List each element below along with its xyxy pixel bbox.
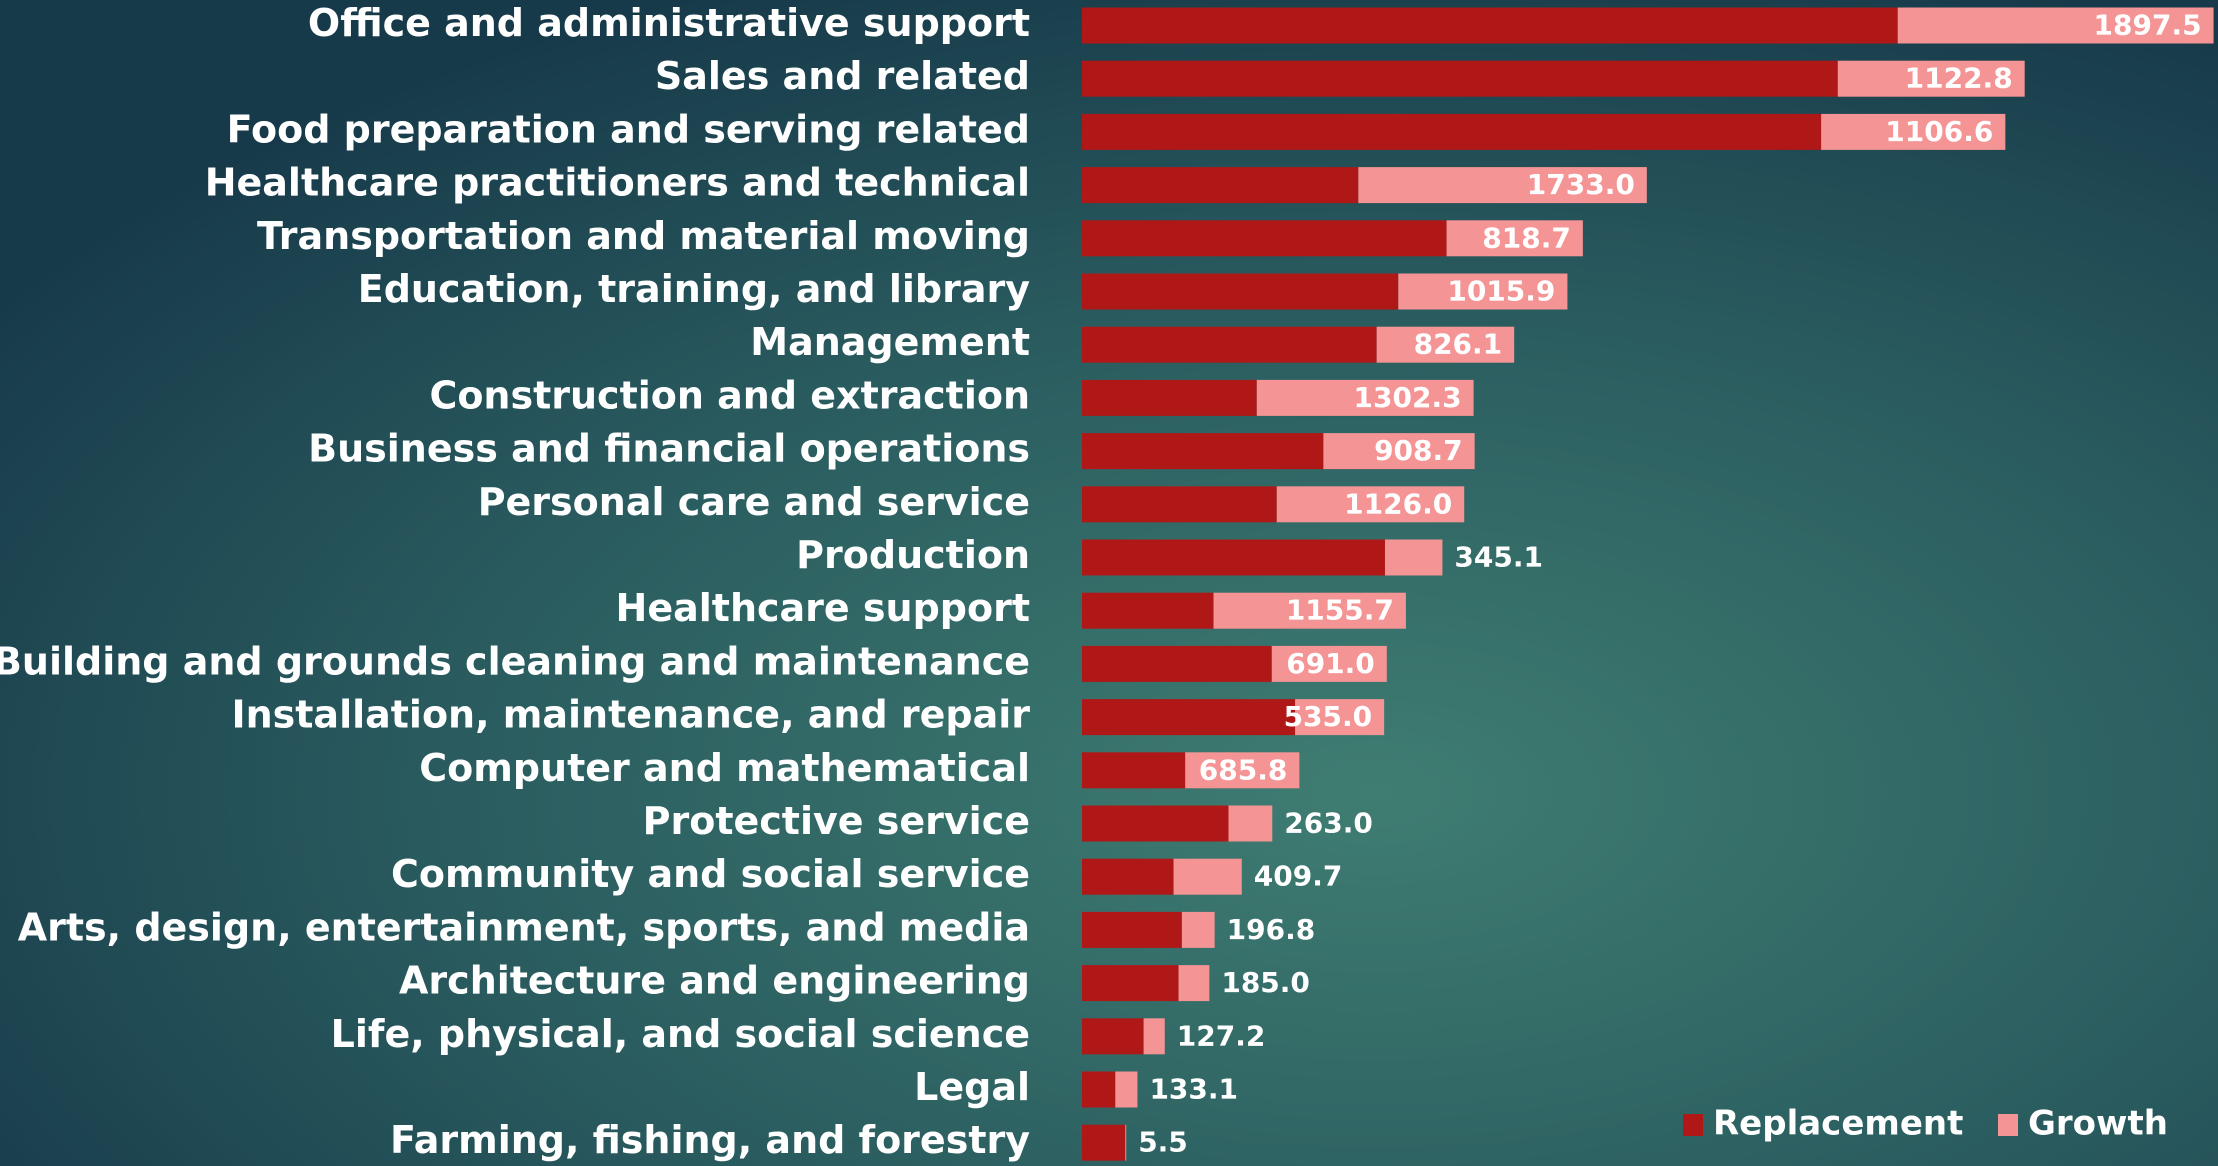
category-label: Transportation and material moving <box>257 214 1030 258</box>
bar-segment <box>1082 60 1838 97</box>
bar-segment <box>1082 1071 1116 1108</box>
bar-segment <box>1821 113 2006 150</box>
bar-segment <box>1082 220 1447 257</box>
bar-segment <box>1384 539 1443 576</box>
bar-segment <box>1082 645 1272 682</box>
bar-segment <box>1897 7 2214 44</box>
category-label: Education, training, and library <box>358 267 1030 311</box>
value-label: 185.0 <box>1221 966 1310 999</box>
category-label: Food preparation and serving related <box>227 107 1030 151</box>
legend-swatch <box>1998 1114 2018 1136</box>
bar-segment <box>1837 60 2025 97</box>
bar-segment <box>1323 433 1475 470</box>
value-label: 1155.7 <box>1286 594 1394 627</box>
bar-segment <box>1082 752 1186 789</box>
bar-segment <box>1082 379 1257 416</box>
category-label: Business and financial operations <box>308 427 1030 471</box>
legend-label: Growth <box>2028 1104 2168 1144</box>
category-label: Protective service <box>643 799 1030 843</box>
value-label: 196.8 <box>1227 913 1316 946</box>
category-label: Sales and related <box>655 54 1030 98</box>
value-label: 908.7 <box>1374 434 1463 467</box>
category-label: Computer and mathematical <box>419 746 1030 790</box>
bar-segment <box>1082 539 1385 576</box>
bar-segment <box>1082 326 1377 363</box>
bar-segment <box>1082 433 1324 470</box>
value-label: 1733.0 <box>1527 168 1635 201</box>
legend-label: Replacement <box>1713 1104 1963 1144</box>
bar-segment <box>1082 486 1277 523</box>
bar-segment <box>1125 1124 1127 1161</box>
bar-segment <box>1082 858 1174 895</box>
category-label: Construction and extraction <box>429 373 1030 417</box>
bar-segment <box>1115 1071 1138 1108</box>
bar-segment <box>1082 273 1399 310</box>
legend-swatch <box>1683 1114 1703 1136</box>
bar-segment <box>1082 805 1229 842</box>
value-label: 1122.8 <box>1905 62 2013 95</box>
bar-segment <box>1295 699 1385 736</box>
value-label: 345.1 <box>1454 541 1543 574</box>
category-label: Healthcare practitioners and technical <box>205 161 1030 205</box>
bar-segment <box>1082 7 1898 44</box>
category-label: Personal care and service <box>478 480 1030 524</box>
bar-segment <box>1178 965 1210 1002</box>
value-label: 133.1 <box>1149 1073 1238 1106</box>
bar-segment <box>1358 167 1647 204</box>
bar-segment <box>1271 645 1387 682</box>
value-label: 127.2 <box>1177 1019 1266 1052</box>
bar-segment <box>1398 273 1568 310</box>
category-label: Legal <box>914 1065 1030 1109</box>
value-label: 1106.6 <box>1885 115 1993 148</box>
category-label: Life, physical, and social science <box>331 1012 1030 1056</box>
value-label: 826.1 <box>1414 328 1503 361</box>
value-label: 1126.0 <box>1344 487 1452 520</box>
category-label: Production <box>796 533 1030 577</box>
bar-segment <box>1082 911 1182 948</box>
value-label: 5.5 <box>1138 1126 1188 1159</box>
value-label: 685.8 <box>1199 753 1288 786</box>
bar-segment <box>1446 220 1583 257</box>
category-label: Farming, fishing, and forestry <box>390 1118 1030 1162</box>
bar-segment <box>1185 752 1300 789</box>
bar-segment <box>1082 965 1179 1002</box>
category-label: Community and social service <box>391 852 1030 896</box>
bar-segment <box>1181 911 1215 948</box>
bar-segment <box>1082 592 1214 629</box>
bar-segment <box>1082 113 1822 150</box>
bar-segment <box>1376 326 1515 363</box>
category-label: Building and grounds cleaning and mainte… <box>0 639 1030 683</box>
value-label: 409.7 <box>1254 860 1343 893</box>
bar-segment <box>1082 699 1296 736</box>
category-label: Architecture and engineering <box>399 959 1030 1003</box>
value-label: 535.0 <box>1284 700 1373 733</box>
value-label: 1015.9 <box>1447 275 1555 308</box>
bar-segment <box>1082 1124 1126 1161</box>
bar-segment <box>1082 167 1359 204</box>
bar-segment <box>1256 379 1474 416</box>
value-label: 1302.3 <box>1354 381 1462 414</box>
category-label: Installation, maintenance, and repair <box>231 693 1030 737</box>
value-label: 818.7 <box>1482 221 1571 254</box>
category-label: Office and administrative support <box>308 1 1030 45</box>
value-label: 1897.5 <box>2094 9 2202 42</box>
category-label: Healthcare support <box>616 586 1030 630</box>
bar-segment <box>1143 1018 1165 1055</box>
bar-segment <box>1082 1018 1144 1055</box>
bar-segment <box>1228 805 1273 842</box>
bar-segment <box>1213 592 1406 629</box>
bar-segment <box>1276 486 1465 523</box>
category-label: Arts, design, entertainment, sports, and… <box>18 905 1030 949</box>
category-label: Management <box>750 320 1030 364</box>
value-label: 691.0 <box>1286 647 1375 680</box>
value-label: 263.0 <box>1284 807 1373 840</box>
bar-segment <box>1173 858 1242 895</box>
